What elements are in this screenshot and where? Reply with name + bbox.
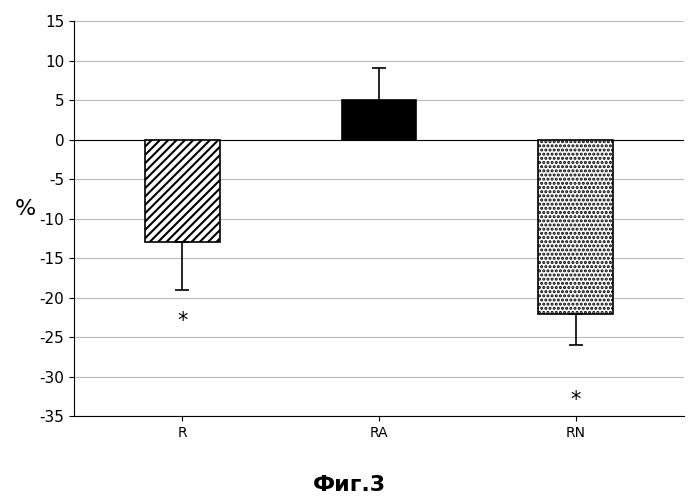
Text: *: * — [177, 312, 187, 332]
Bar — [342, 100, 417, 140]
Text: Фиг.3: Фиг.3 — [313, 475, 386, 495]
Bar — [145, 140, 219, 242]
Bar — [538, 140, 613, 314]
Text: *: * — [570, 390, 581, 410]
Y-axis label: %: % — [15, 198, 36, 218]
